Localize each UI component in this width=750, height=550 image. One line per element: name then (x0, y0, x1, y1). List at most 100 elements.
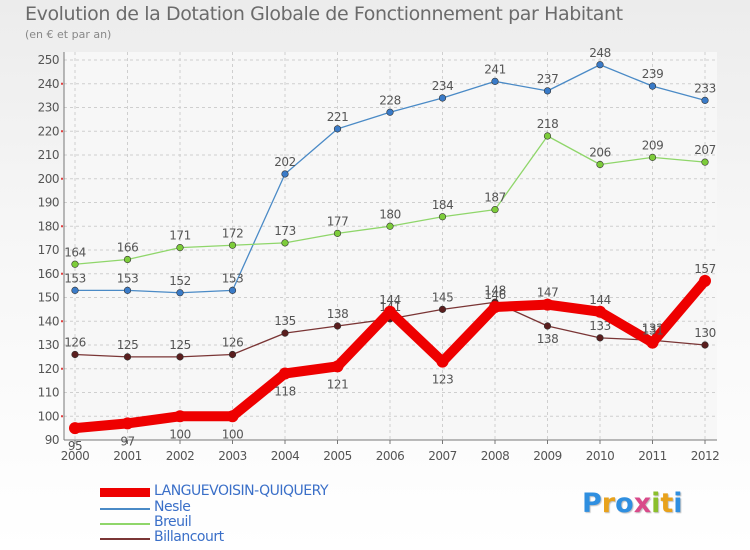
logo-letter: o (615, 488, 634, 519)
data-point (174, 410, 186, 423)
data-label: 184 (432, 198, 453, 212)
data-label: 153 (117, 271, 138, 285)
data-point (648, 82, 657, 90)
data-label: 144 (589, 293, 610, 307)
data-label: 145 (432, 290, 453, 304)
logo-letter: t (660, 488, 674, 519)
data-point (543, 87, 552, 95)
data-label: 164 (64, 245, 85, 259)
data-label: 177 (327, 214, 348, 228)
y-axis-marker (61, 130, 63, 133)
data-label: 157 (694, 262, 715, 276)
data-label: 138 (537, 332, 558, 346)
y-tick-label: 130 (38, 338, 59, 352)
data-label: 121 (327, 377, 348, 391)
data-label: 131 (642, 324, 663, 338)
logo-letter: i (651, 488, 661, 519)
y-tick-label: 250 (38, 53, 59, 67)
y-tick-label: 160 (38, 267, 59, 281)
data-label: 241 (484, 62, 505, 76)
data-point (123, 255, 132, 264)
data-point (228, 241, 237, 249)
y-axis-marker (61, 320, 63, 323)
y-tick-label: 150 (38, 291, 59, 305)
data-label: 187 (484, 191, 505, 205)
data-point (176, 353, 184, 361)
x-tick-label: 2011 (638, 449, 667, 463)
series-languevoisin-quiquery: 95 97 100 100 118 121 144 123 146 147 144 131 157 (68, 262, 716, 453)
data-point (333, 125, 342, 133)
y-tick-label: 240 (38, 77, 59, 91)
data-point (279, 367, 291, 380)
data-label: 138 (327, 307, 348, 321)
data-point (543, 322, 552, 330)
y-tick-label: 90 (45, 433, 59, 447)
x-tick-label: 2009 (533, 449, 562, 463)
data-label: 135 (274, 314, 295, 328)
data-label: 147 (537, 286, 558, 300)
data-point (386, 108, 394, 116)
data-point (226, 410, 239, 423)
legend-label: Breuil (154, 514, 192, 530)
data-label: 171 (169, 229, 190, 243)
data-point (281, 239, 289, 247)
x-tick-label: 2000 (61, 449, 90, 463)
data-point (123, 353, 132, 361)
y-axis-marker (61, 225, 63, 228)
data-point (281, 170, 289, 178)
data-point (228, 350, 237, 359)
x-tick-label: 2006 (376, 449, 405, 463)
data-label: 233 (694, 81, 715, 95)
data-point (281, 329, 289, 337)
data-label: 248 (589, 46, 610, 60)
data-point (701, 96, 709, 104)
y-tick-label: 190 (38, 196, 59, 210)
series-nesle: 153 153 152 153 202 221 228 234 241 237 248 239 233 (64, 46, 716, 297)
x-tick-label: 2008 (481, 449, 510, 463)
data-point (438, 305, 447, 313)
y-axis-marker (61, 367, 63, 370)
data-point (71, 350, 79, 359)
data-label: 239 (642, 67, 663, 81)
data-label: 202 (274, 155, 295, 169)
data-label: 125 (169, 338, 190, 352)
data-label: 166 (117, 241, 138, 255)
y-axis-marker (61, 82, 63, 85)
data-label: 180 (379, 207, 400, 221)
x-tick-label: 2012 (691, 449, 720, 463)
logo-letter: r (601, 488, 616, 519)
data-label: 206 (589, 146, 610, 160)
data-point (69, 422, 81, 435)
logo-letter: x (633, 488, 652, 519)
data-label: 123 (432, 373, 453, 387)
y-axis-marker (61, 177, 63, 180)
data-point (596, 61, 604, 69)
legend-swatch (100, 488, 150, 497)
data-label: 173 (274, 224, 295, 238)
data-point (596, 160, 604, 169)
data-point (436, 355, 449, 368)
x-tick-label: 2004 (271, 449, 300, 463)
y-tick-label: 170 (38, 243, 59, 257)
data-label: 126 (64, 336, 85, 350)
y-axis-marker (61, 415, 63, 418)
y-tick-label: 100 (38, 409, 59, 423)
legend-label: LANGUEVOISIN-QUIQUERY (154, 483, 329, 499)
data-label: 209 (642, 138, 663, 152)
legend-label: Billancourt (154, 529, 224, 545)
data-point (491, 77, 499, 85)
data-label: 100 (222, 427, 243, 441)
y-tick-label: 230 (38, 101, 59, 115)
data-label: 130 (694, 326, 715, 340)
data-label: 100 (169, 427, 190, 441)
data-point (699, 274, 711, 287)
data-label: 237 (537, 72, 558, 86)
data-point (228, 286, 237, 294)
y-tick-label: 110 (38, 386, 59, 400)
data-label: 228 (379, 93, 400, 107)
data-label: 146 (484, 288, 505, 302)
data-point (701, 158, 709, 166)
data-point (121, 417, 134, 430)
data-label: 172 (222, 226, 243, 240)
